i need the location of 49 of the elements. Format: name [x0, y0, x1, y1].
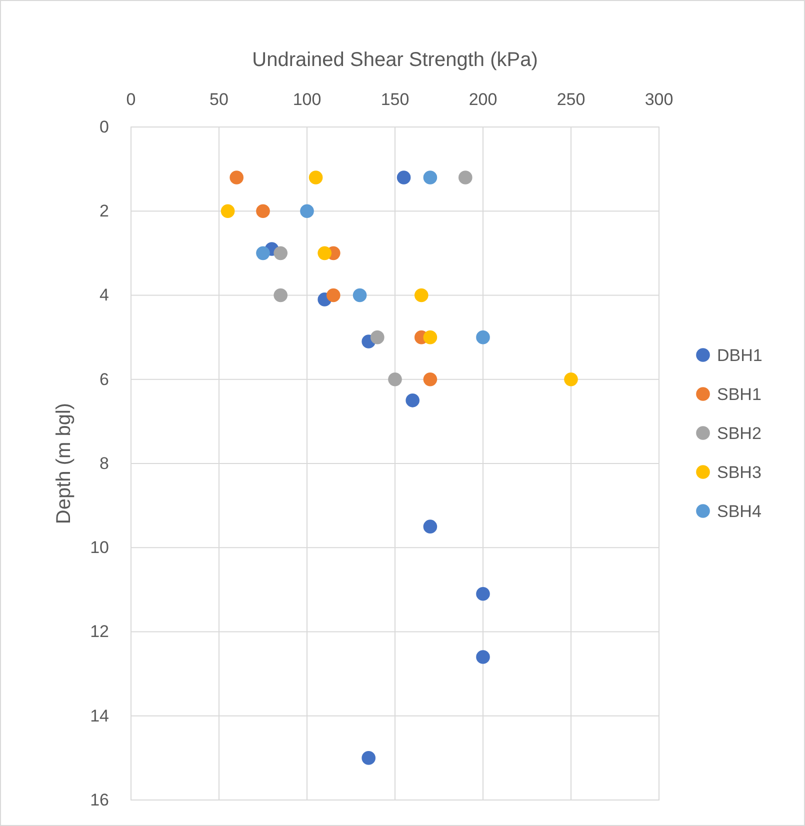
x-tick-label: 50 — [210, 90, 228, 109]
y-tick-label: 8 — [100, 454, 109, 473]
y-tick-label: 0 — [100, 117, 109, 136]
y-tick-label: 14 — [90, 706, 109, 726]
point — [308, 170, 323, 184]
point — [423, 330, 438, 344]
legend-label: SBH2 — [717, 424, 762, 443]
point — [352, 288, 367, 302]
x-tick-label: 300 — [644, 90, 674, 109]
x-tick-label: 0 — [126, 90, 136, 109]
point — [326, 288, 340, 302]
point — [476, 330, 490, 344]
point — [256, 246, 270, 260]
point — [564, 372, 578, 386]
x-axis-title: Undrained Shear Strength (kPa) — [252, 49, 538, 71]
legend-label: SBH1 — [717, 385, 762, 404]
y-tick-label: 4 — [100, 286, 109, 305]
legend-label: SBH4 — [717, 502, 762, 521]
point — [370, 330, 384, 344]
y-tick-label: 16 — [90, 790, 109, 810]
point — [423, 372, 438, 386]
point — [406, 394, 420, 408]
point — [476, 650, 490, 664]
point — [423, 170, 438, 184]
x-tick-label: 250 — [556, 90, 586, 109]
point — [220, 204, 235, 218]
x-tick-label: 200 — [468, 90, 498, 109]
point — [300, 204, 314, 218]
point — [458, 170, 472, 184]
y-tick-label: 6 — [100, 370, 109, 389]
point — [256, 204, 270, 218]
y-tick-label: 10 — [90, 538, 109, 558]
y-tick-label: 12 — [90, 622, 109, 642]
point — [274, 288, 288, 302]
legend-label: SBH3 — [717, 463, 762, 482]
point — [476, 586, 490, 601]
point — [318, 246, 332, 260]
point — [388, 372, 402, 386]
point — [362, 751, 376, 765]
point — [396, 170, 411, 184]
y-tick-label: 2 — [100, 202, 109, 221]
x-tick-label: 150 — [380, 90, 410, 109]
x-tick-label: 100 — [292, 90, 322, 109]
point — [414, 288, 428, 302]
y-axis-title: Depth (m bgl) — [53, 402, 75, 524]
point — [230, 170, 244, 184]
legend-label: DBH1 — [717, 346, 762, 365]
point — [274, 246, 288, 260]
point — [423, 520, 438, 534]
